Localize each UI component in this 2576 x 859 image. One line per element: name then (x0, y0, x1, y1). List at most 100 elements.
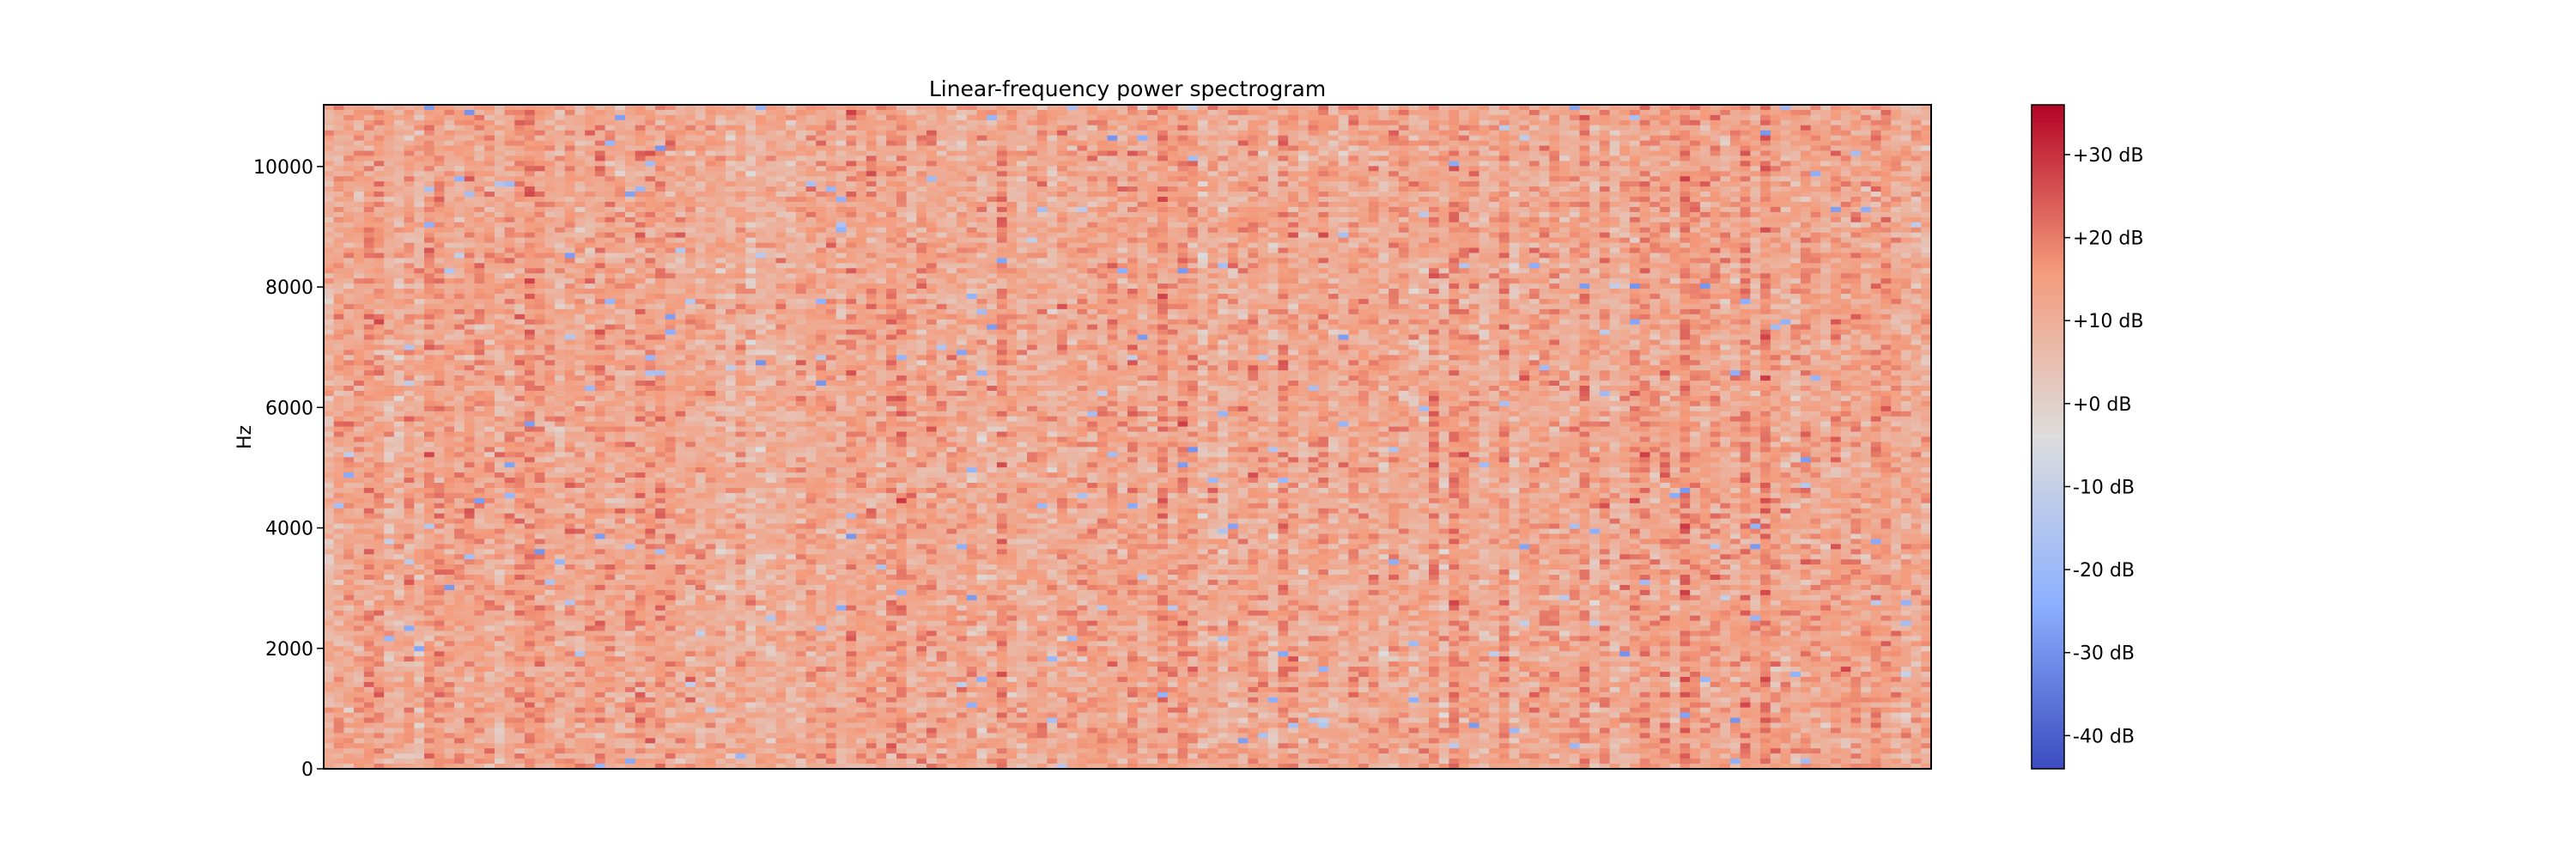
spectrogram-cell (635, 222, 646, 228)
spectrogram-cell (655, 467, 666, 473)
spectrogram-cell (384, 549, 395, 555)
spectrogram-cell (635, 753, 646, 759)
spectrogram-cell (354, 533, 365, 540)
spectrogram-cell (635, 431, 646, 438)
spectrogram-cell (404, 298, 415, 305)
spectrogram-cell (555, 201, 566, 208)
spectrogram-cell (675, 605, 686, 612)
spectrogram-cell (343, 390, 355, 397)
spectrogram-cell (354, 176, 365, 182)
spectrogram-cell (615, 702, 626, 709)
spectrogram-cell (625, 467, 636, 473)
spectrogram-cell (464, 289, 476, 295)
spectrogram-cell (615, 544, 626, 550)
spectrogram-cell (685, 544, 696, 550)
spectrogram-cell (464, 544, 476, 550)
spectrogram-cell (474, 206, 485, 213)
spectrogram-cell (354, 518, 365, 525)
spectrogram-cell (564, 539, 576, 545)
spectrogram-cell (504, 416, 515, 423)
spectrogram-cell (404, 395, 415, 402)
spectrogram-cell (675, 691, 686, 698)
spectrogram-cell (534, 728, 545, 734)
spectrogram-cell (564, 370, 576, 376)
spectrogram-cell (534, 227, 545, 234)
spectrogram-cell (464, 416, 476, 423)
spectrogram-cell (635, 360, 646, 366)
spectrogram-cell (514, 273, 526, 279)
spectrogram-cell (655, 360, 666, 366)
spectrogram-cell (675, 211, 686, 218)
spectrogram-cell (494, 436, 506, 443)
spectrogram-cell (555, 135, 566, 142)
spectrogram-cell (594, 672, 606, 678)
spectrogram-cell (594, 764, 606, 770)
spectrogram-cell (434, 370, 445, 376)
spectrogram-cell (504, 600, 515, 606)
spectrogram-cell (464, 764, 476, 770)
spectrogram-cell (444, 610, 455, 617)
spectrogram-cell (454, 211, 465, 218)
spectrogram-cell (525, 513, 536, 520)
spectrogram-cell (675, 733, 686, 739)
spectrogram-cell (514, 579, 526, 586)
spectrogram-cell (404, 370, 415, 376)
spectrogram-cell (384, 676, 395, 683)
spectrogram-cell (615, 579, 626, 586)
spectrogram-cell (574, 201, 586, 208)
spectrogram-cell (393, 411, 405, 417)
spectrogram-cell (494, 717, 506, 724)
spectrogram-cell (615, 161, 626, 167)
spectrogram-cell (354, 161, 365, 167)
spectrogram-cell (333, 105, 344, 111)
spectrogram-cell (645, 140, 656, 147)
spectrogram-cell (404, 355, 415, 361)
spectrogram-cell (534, 697, 545, 704)
spectrogram-cell (343, 186, 355, 192)
spectrogram-cell (343, 549, 355, 555)
spectrogram-cell (393, 324, 405, 331)
spectrogram-cell (343, 436, 355, 443)
spectrogram-cell (555, 452, 566, 458)
spectrogram-cell (333, 426, 344, 433)
spectrogram-cell (393, 758, 405, 765)
spectrogram-cell (665, 605, 677, 612)
spectrogram-cell (434, 472, 445, 478)
spectrogram-cell (494, 442, 506, 448)
spectrogram-cell (574, 140, 586, 147)
spectrogram-cell (434, 308, 445, 315)
spectrogram-cell (474, 273, 485, 279)
spectrogram-cell (504, 651, 515, 657)
spectrogram-cell (695, 421, 707, 428)
spectrogram-cell (454, 314, 465, 320)
spectrogram-cell (324, 676, 335, 683)
spectrogram-cell (534, 478, 545, 484)
spectrogram-cell (494, 381, 506, 387)
spectrogram-cell (393, 676, 405, 683)
spectrogram-cell (484, 651, 495, 657)
spectrogram-cell (665, 487, 677, 494)
spectrogram-cell (494, 109, 506, 116)
spectrogram-cell (474, 497, 485, 504)
spectrogram-cell (655, 575, 666, 581)
spectrogram-cell (605, 436, 616, 443)
spectrogram-cell (675, 528, 686, 535)
spectrogram-cell (555, 222, 566, 228)
spectrogram-cell (635, 278, 646, 284)
spectrogram-cell (494, 544, 506, 550)
spectrogram-cell (384, 421, 395, 428)
spectrogram-cell (404, 492, 415, 499)
spectrogram-cell (645, 575, 656, 581)
spectrogram-cell (384, 171, 395, 177)
spectrogram-cell (494, 707, 506, 714)
spectrogram-cell (525, 105, 536, 111)
spectrogram-cell (393, 216, 405, 223)
spectrogram-cell (544, 615, 556, 622)
spectrogram-cell (504, 237, 515, 244)
spectrogram-cell (374, 743, 385, 749)
spectrogram-cell (444, 370, 455, 376)
spectrogram-cell (384, 523, 395, 530)
spectrogram-cell (434, 232, 445, 239)
spectrogram-cell (363, 600, 375, 606)
spectrogram-cell (594, 513, 606, 520)
